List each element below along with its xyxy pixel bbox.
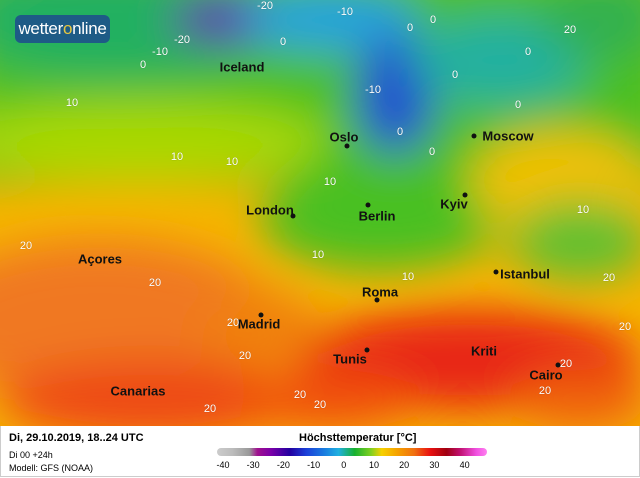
city-label: Açores xyxy=(77,251,123,267)
isotherm-label: -10 xyxy=(365,84,381,96)
logo-text: nline xyxy=(72,19,107,38)
isotherm-label: 10 xyxy=(65,97,79,109)
isotherm-label: 20 xyxy=(19,240,33,252)
isotherm-label: 0 xyxy=(279,36,287,48)
isotherm-label: 20 xyxy=(538,385,552,397)
isotherm-label: 20 xyxy=(293,389,307,401)
isotherm-label: 0 xyxy=(514,99,522,111)
isotherm-label: 20 xyxy=(618,321,632,333)
city-dot xyxy=(365,202,371,208)
isotherm-label: 0 xyxy=(451,69,459,81)
isotherm-label: 20 xyxy=(313,399,327,411)
city-label: Kriti xyxy=(471,343,497,359)
isotherm-label: 20 xyxy=(238,350,252,362)
city-dot xyxy=(462,192,468,198)
isotherm-label: -10 xyxy=(337,6,353,18)
city-label: Tunis xyxy=(333,351,367,367)
city-label: London xyxy=(246,202,294,218)
city-dot xyxy=(471,133,477,139)
legend-tick: -10 xyxy=(307,460,321,470)
isotherm-label: 0 xyxy=(139,59,147,71)
color-scale-bar xyxy=(217,448,487,456)
city-label: Roma xyxy=(361,284,399,300)
temperature-map[interactable]: wetteronline Iceland Oslo Moscow London Berl… xyxy=(0,0,640,426)
isotherm-label: 0 xyxy=(524,46,532,58)
city-label: Istanbul xyxy=(500,266,550,282)
isotherm-label: 10 xyxy=(576,204,590,216)
legend-tick: 10 xyxy=(368,460,380,470)
isotherm-label: 10 xyxy=(323,176,337,188)
legend-tick: 0 xyxy=(341,460,347,470)
isotherm-label: -10 xyxy=(152,46,168,58)
legend-tick: -30 xyxy=(246,460,260,470)
isotherm-label: 10 xyxy=(401,271,415,283)
city-dot xyxy=(344,143,350,149)
isotherm-label: 10 xyxy=(225,156,239,168)
isotherm-label: 20 xyxy=(559,358,573,370)
temperature-field xyxy=(0,0,640,426)
isotherm-label: -20 xyxy=(257,0,273,12)
isotherm-label: 20 xyxy=(148,277,162,289)
legend-tick: 20 xyxy=(399,460,410,470)
city-dot xyxy=(555,362,561,368)
model-name: Modell: GFS (NOAA) xyxy=(9,463,94,473)
city-label: Canarias xyxy=(110,383,166,399)
map-footer: Di, 29.10.2019, 18..24 UTC Di 00 +24h Mo… xyxy=(0,426,640,477)
isotherm-label: -20 xyxy=(174,34,190,46)
city-dot xyxy=(290,213,296,219)
city-label: Kyiv xyxy=(440,196,468,212)
city-label: Cairo xyxy=(529,367,563,383)
legend-title: Höchsttemperatur [°C] xyxy=(299,432,417,444)
logo-text: wetter xyxy=(18,19,63,38)
city-label: Iceland xyxy=(219,59,265,75)
wetteronline-logo[interactable]: wetteronline xyxy=(15,15,110,43)
city-label: Moscow xyxy=(482,128,534,144)
isotherm-label: 20 xyxy=(226,317,240,329)
isotherm-label: 10 xyxy=(311,249,325,261)
city-label: Berlin xyxy=(358,208,396,224)
isotherm-label: 0 xyxy=(429,14,437,26)
legend-tick: -40 xyxy=(216,460,230,470)
legend-tick: 40 xyxy=(459,460,470,470)
city-dot xyxy=(364,347,370,353)
isotherm-label: 0 xyxy=(396,126,404,138)
city-dot xyxy=(258,312,264,318)
isotherm-label: 10 xyxy=(170,151,184,163)
city-dot xyxy=(493,269,499,275)
isotherm-label: 0 xyxy=(406,22,414,34)
legend-tick: -20 xyxy=(276,460,290,470)
forecast-datetime: Di, 29.10.2019, 18..24 UTC xyxy=(9,432,144,444)
city-dot xyxy=(374,297,380,303)
isotherm-label: 20 xyxy=(563,24,577,36)
legend-tick: 30 xyxy=(429,460,440,470)
city-label: Oslo xyxy=(329,129,359,145)
logo-text: o xyxy=(62,19,73,38)
isotherm-label: 20 xyxy=(602,272,616,284)
isotherm-label: 20 xyxy=(203,403,217,415)
city-label: Madrid xyxy=(237,316,281,332)
model-run: Di 00 +24h xyxy=(9,450,53,460)
isotherm-label: 0 xyxy=(428,146,436,158)
